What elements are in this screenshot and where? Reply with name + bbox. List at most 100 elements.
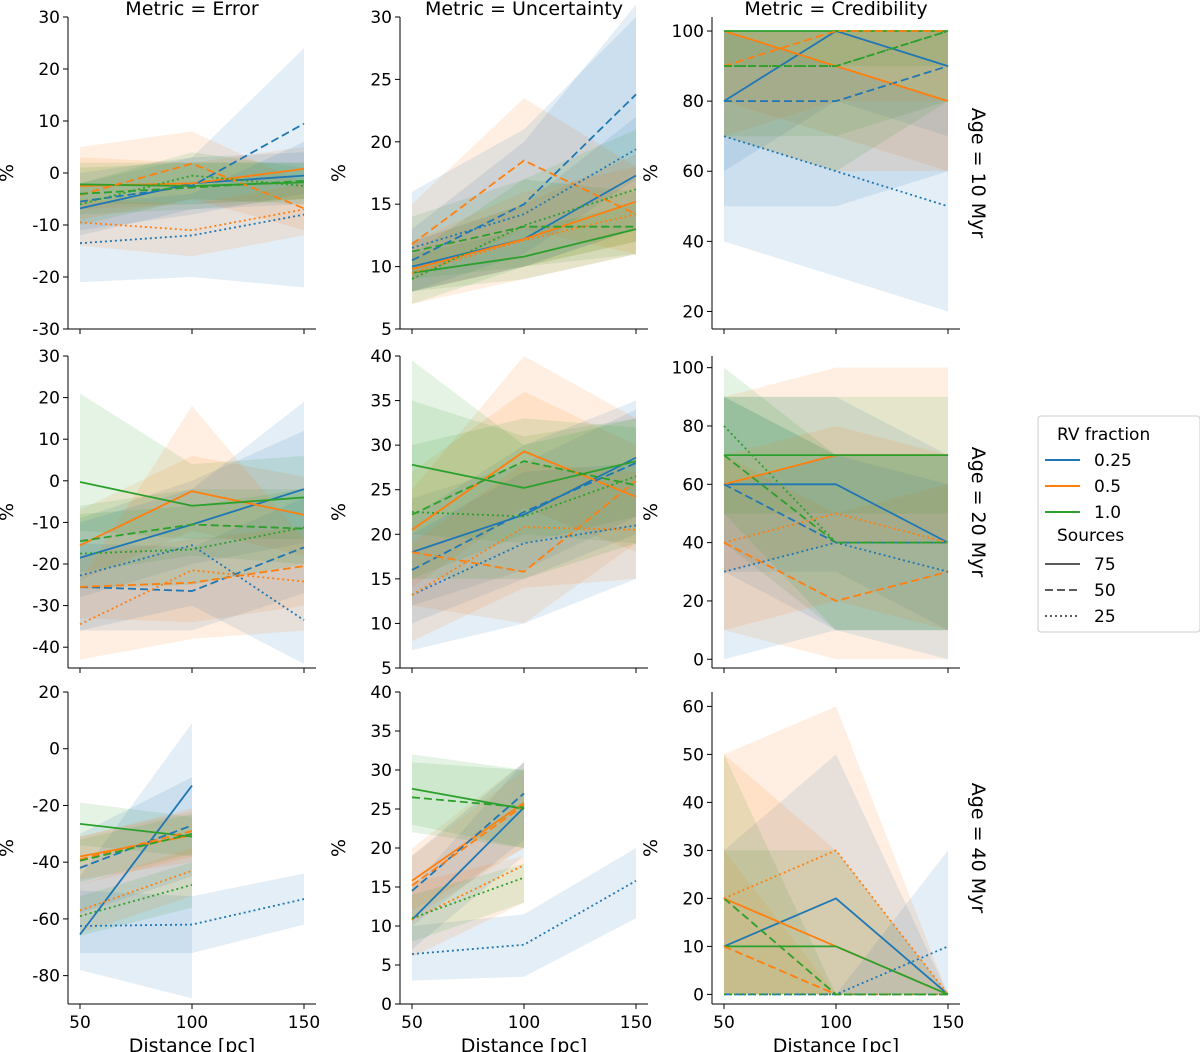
series-line-1.0-25: [411, 475, 637, 518]
x-tick-label: 150: [620, 1013, 652, 1033]
series-line-0.25-75: [411, 806, 525, 921]
row-title: Age = 20 Myr: [967, 447, 989, 578]
legend-label-sources-25: 25: [1094, 607, 1116, 627]
x-tick-label: 150: [288, 1013, 320, 1033]
ci-band-1.0-75: [724, 31, 948, 67]
ci-band-1.0-25: [80, 489, 304, 589]
ci-band-1.0-25: [412, 129, 636, 305]
y-tick-label: 20: [370, 525, 392, 545]
y-tick-label: -40: [32, 638, 60, 658]
x-axis-label: Distance [pc]: [129, 1035, 255, 1052]
series-line-0.5-25: [411, 526, 637, 596]
y-tick-label: 30: [370, 761, 392, 781]
y-tick-label: 0: [381, 995, 392, 1015]
ci-band-1.0-50: [80, 813, 192, 883]
ci-band-1.0-50: [412, 762, 524, 848]
y-tick-label: -10: [32, 216, 60, 236]
series-line-0.25-25: [411, 524, 637, 596]
series-line-1.0-75: [79, 481, 305, 507]
y-tick-label: 30: [38, 8, 60, 28]
y-tick-label: -60: [32, 910, 60, 930]
ci-band-0.25-50: [80, 497, 304, 631]
series-line-0.5-75: [79, 490, 305, 547]
y-tick-label: -20: [32, 555, 60, 575]
series-line-0.5-50: [79, 830, 193, 861]
y-tick-label: 40: [682, 793, 704, 813]
series-line-0.5-50: [411, 804, 525, 887]
ci-band-0.5-50: [80, 131, 304, 231]
series-line-1.0-25: [411, 188, 637, 280]
ci-band-0.25-50: [724, 31, 948, 207]
ci-band-1.0-25: [724, 367, 948, 631]
series-line-1.0-25: [724, 30, 949, 67]
series-line-0.5-50: [723, 541, 949, 602]
y-tick-label: 5: [381, 320, 392, 340]
ci-band-0.5-50: [412, 356, 636, 624]
ci-band-0.5-25: [80, 183, 304, 257]
y-tick-label: 10: [38, 430, 60, 450]
ci-band-1.0-25: [80, 862, 192, 936]
y-tick-label: 5: [381, 956, 392, 976]
y-axis-label: %: [0, 164, 18, 182]
ci-band-0.25-25: [724, 455, 948, 660]
series-line-1.0-75: [79, 822, 193, 838]
column-title: Metric = Credibility: [744, 0, 927, 20]
legend-title-sources: Sources: [1057, 526, 1124, 546]
y-tick-label: 10: [38, 112, 60, 132]
y-axis-label: %: [328, 164, 350, 182]
y-tick-label: 10: [370, 917, 392, 937]
y-tick-label: -80: [32, 967, 60, 987]
ci-band-0.25-75: [412, 762, 524, 950]
y-tick-label: 30: [38, 347, 60, 367]
ci-band-0.5-75: [724, 754, 948, 995]
ci-band-0.25-25: [80, 873, 304, 953]
y-tick-label: 5: [381, 659, 392, 679]
ci-band-0.5-50: [724, 850, 948, 995]
y-tick-label: 0: [49, 740, 60, 760]
y-tick-label: 15: [370, 570, 392, 590]
y-tick-label: -20: [32, 268, 60, 288]
x-tick-label: 50: [713, 1013, 735, 1033]
y-tick-label: 40: [370, 683, 392, 703]
y-axis-label: %: [640, 839, 662, 857]
ci-band-1.0-50: [724, 754, 948, 995]
y-tick-label: 20: [682, 889, 704, 909]
ci-band-0.25-25: [80, 141, 304, 288]
legend-label-0.25: 0.25: [1094, 451, 1132, 471]
ci-band-0.5-75: [80, 455, 304, 581]
y-tick-label: 10: [682, 937, 704, 957]
legend-label-sources-75: 75: [1094, 555, 1116, 575]
y-tick-label: -30: [32, 320, 60, 340]
series-line-0.25-50: [411, 93, 637, 262]
panel-r1-c1: 5 10 15 20 25 30 35 40%: [328, 347, 648, 679]
y-tick-label: 40: [682, 534, 704, 554]
series-line-0.5-25: [723, 512, 949, 544]
x-axis-label: Distance [pc]: [461, 1035, 587, 1052]
ci-band-0.5-75: [724, 367, 948, 572]
x-tick-label: 100: [508, 1013, 540, 1033]
series-line-0.25-50: [79, 122, 305, 203]
series-line-0.5-75: [411, 450, 637, 531]
y-tick-label: 20: [38, 389, 60, 409]
series-line-0.25-50: [411, 792, 525, 892]
y-tick-label: 20: [682, 592, 704, 612]
panel-r2-c2: 0 10 20 30 40 50 60 50 100 150% Distance [pc] Age =…: [640, 692, 989, 1052]
y-axis-label: %: [0, 839, 18, 857]
y-tick-label: 25: [370, 481, 392, 501]
y-tick-label: 20: [370, 839, 392, 859]
ci-band-0.5-25: [412, 855, 524, 958]
series-line-1.0-50: [411, 225, 636, 253]
y-tick-label: 25: [370, 70, 392, 90]
panel-r1-c0: -40 -30 -20 -10 0 10 20 30%: [0, 347, 316, 673]
y-tick-label: 10: [370, 258, 392, 278]
series-line-0.5-50: [411, 159, 637, 245]
x-tick-label: 150: [932, 1013, 964, 1033]
series-line-1.0-25: [79, 174, 305, 206]
ci-band-0.5-50: [412, 770, 524, 919]
ci-band-0.25-75: [724, 754, 948, 995]
y-axis-label: %: [328, 503, 350, 521]
y-tick-label: 35: [370, 392, 392, 412]
ci-band-0.5-75: [412, 154, 636, 292]
ci-band-0.5-25: [80, 405, 304, 660]
series-line-1.0-50: [79, 832, 193, 862]
